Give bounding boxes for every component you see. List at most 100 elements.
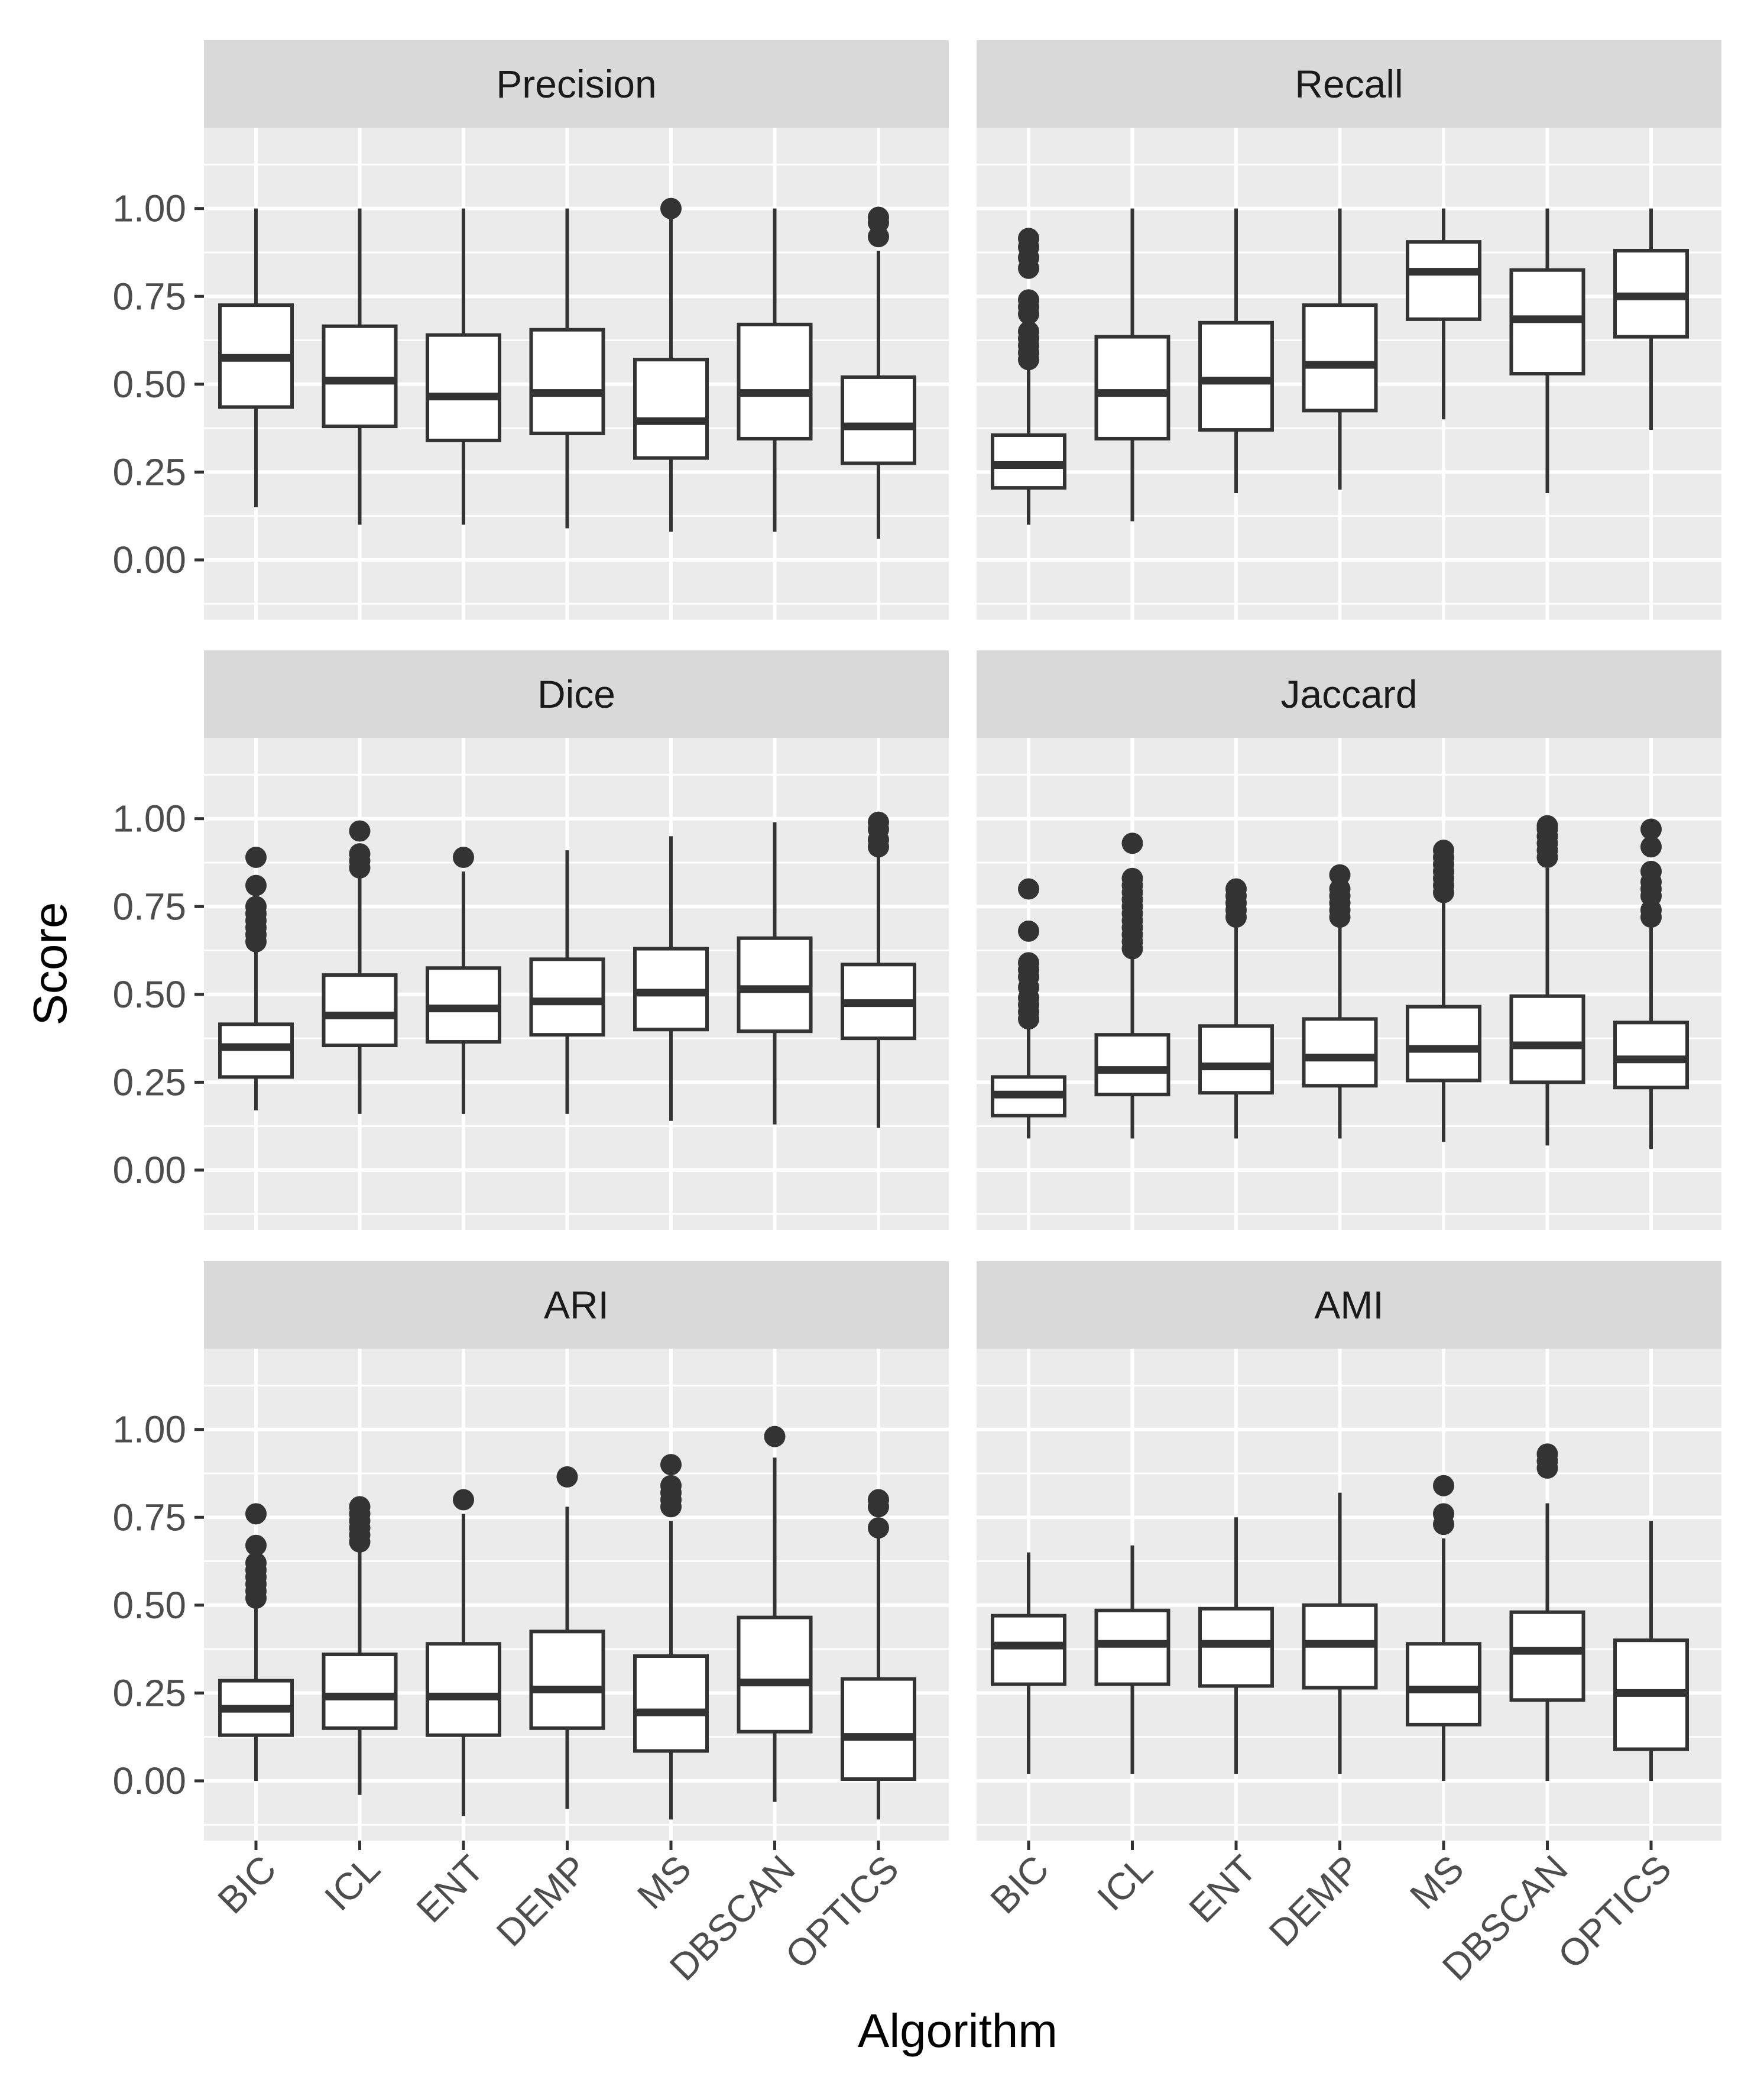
box-bic <box>991 1552 1066 1774</box>
iqr-box <box>1198 1024 1274 1095</box>
facet-panels: Precision 0.00 0.25 0.50 0.75 1.00 Recall Dice 0… <box>112 40 1721 1988</box>
box-dbscan <box>1509 1443 1585 1781</box>
iqr-box <box>1509 994 1585 1084</box>
y-tick-label: 0.00 <box>112 1149 186 1191</box>
box-bic <box>991 878 1066 1139</box>
box-demp <box>529 208 605 529</box>
iqr-box <box>841 375 916 465</box>
outlier-point <box>453 1489 474 1511</box>
y-tick-label: 0.75 <box>112 275 186 318</box>
facet-panel-precision: Precision 0.00 0.25 0.50 0.75 1.00 <box>112 40 949 620</box>
box-icl <box>322 820 398 1114</box>
y-tick-label: 1.00 <box>112 187 186 230</box>
box-ent <box>1198 208 1274 494</box>
box-bic <box>991 228 1066 525</box>
box-dbscan <box>737 1426 813 1802</box>
box-optics <box>1613 818 1689 1149</box>
box-ent <box>1198 878 1274 1139</box>
box-bic <box>218 208 294 507</box>
iqr-box <box>1406 1642 1481 1726</box>
outlier-point <box>1018 920 1039 942</box>
iqr-box <box>1302 303 1378 413</box>
outlier-point <box>453 847 474 869</box>
iqr-box <box>737 1615 813 1734</box>
box-ent <box>1198 1517 1274 1774</box>
box-icl <box>322 208 398 525</box>
outlier-point <box>660 1475 682 1496</box>
panel-background <box>977 738 1721 1230</box>
outlier-point <box>1225 878 1247 900</box>
box-icl <box>1094 832 1170 1139</box>
y-tick-label: 1.00 <box>112 1408 186 1451</box>
y-tick-label: 1.00 <box>112 798 186 840</box>
outlier-point <box>1640 836 1662 858</box>
outlier-point <box>1018 320 1039 342</box>
iqr-box <box>737 936 813 1034</box>
facet-strip <box>977 1261 1721 1349</box>
iqr-box <box>633 358 709 460</box>
box-ent <box>426 847 501 1114</box>
x-axis-title: Algorithm <box>858 2004 1058 2057</box>
outlier-point <box>1018 228 1039 250</box>
iqr-box <box>322 1653 398 1730</box>
box-demp <box>529 1466 605 1809</box>
outlier-point <box>868 1517 889 1539</box>
box-bic <box>218 847 294 1110</box>
y-tick-label: 0.25 <box>112 1061 186 1103</box>
outlier-point <box>245 847 267 869</box>
box-bic <box>218 1503 294 1781</box>
outlier-point <box>868 1489 889 1511</box>
outlier-point <box>1018 878 1039 900</box>
outlier-point <box>1640 860 1662 882</box>
facet-strip-label: AMI <box>1314 1283 1383 1327</box>
facet-strip <box>204 40 949 128</box>
outlier-point <box>556 1466 578 1488</box>
iqr-box <box>841 1677 916 1781</box>
y-tick-label: 0.50 <box>112 363 186 406</box>
outlier-point <box>349 843 371 865</box>
outlier-point <box>868 206 889 228</box>
outlier-point <box>245 1503 267 1525</box>
outlier-point <box>764 1426 786 1447</box>
iqr-box <box>1094 1033 1170 1097</box>
facet-strip <box>977 650 1721 738</box>
outlier-point <box>1433 840 1454 861</box>
facet-panel-jaccard: Jaccard <box>977 650 1721 1230</box>
panel-background <box>204 1349 949 1841</box>
outlier-point <box>660 197 682 219</box>
outlier-point <box>1329 864 1351 886</box>
outlier-point <box>660 1454 682 1476</box>
outlier-point <box>1121 832 1143 854</box>
iqr-box <box>633 1654 709 1753</box>
box-icl <box>1094 1545 1170 1774</box>
box-optics <box>1613 208 1689 430</box>
iqr-box <box>322 973 398 1047</box>
y-tick-label: 0.75 <box>112 885 186 928</box>
iqr-box <box>322 324 398 429</box>
outlier-point <box>1018 952 1039 974</box>
facet-strip-label: Jaccard <box>1280 672 1417 716</box>
facet-panel-dice: Dice 0.00 0.25 0.50 0.75 1.00 <box>112 650 949 1230</box>
box-ms <box>633 1454 709 1820</box>
iqr-box <box>1302 1017 1378 1088</box>
outlier-point <box>245 874 267 896</box>
outlier-point <box>245 1552 267 1574</box>
outlier-point <box>349 820 371 842</box>
facet-panel-recall: Recall <box>977 40 1721 620</box>
facet-strip-label: ARI <box>544 1283 609 1327</box>
box-ms <box>1406 840 1481 1142</box>
iqr-box <box>529 1629 605 1730</box>
box-icl <box>1094 208 1170 521</box>
y-tick-label: 0.00 <box>112 539 186 581</box>
box-ms <box>1406 1475 1481 1781</box>
box-icl <box>322 1496 398 1795</box>
iqr-box <box>1198 320 1274 432</box>
box-dbscan <box>737 822 813 1125</box>
facet-strip-label: Dice <box>537 672 615 716</box>
y-tick-label: 0.00 <box>112 1760 186 1802</box>
outlier-point <box>1536 1443 1558 1465</box>
facet-strip-label: Recall <box>1295 62 1403 106</box>
box-optics <box>1613 1521 1689 1781</box>
box-dbscan <box>737 208 813 532</box>
